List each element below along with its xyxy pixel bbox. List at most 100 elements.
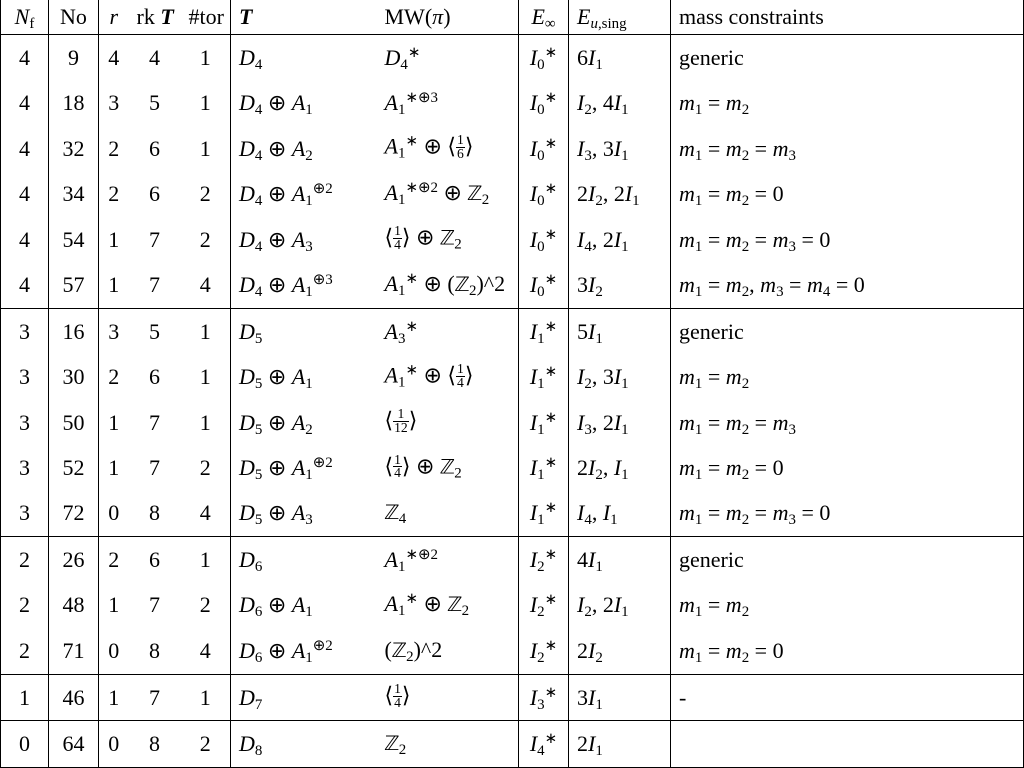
cell-No: 34 (49, 171, 99, 216)
cell-rkT: 4 (129, 35, 181, 81)
table-row: 064082D8ℤ2I4∗2I1 (1, 721, 1024, 768)
cell-No: 72 (49, 491, 99, 537)
cell-r: 1 (99, 400, 129, 445)
cell-T: D4 ⊕ A1⊕2 (231, 171, 377, 216)
cell-Einf: I2∗ (519, 583, 569, 628)
cell-r: 3 (99, 308, 129, 354)
cell-r: 1 (99, 583, 129, 628)
cell-Einf: I1∗ (519, 491, 569, 537)
cell-MW: A1∗ ⊕ (ℤ2)^2 (377, 262, 519, 308)
cell-No: 30 (49, 354, 99, 399)
cell-rkT: 8 (129, 491, 181, 537)
cell-MW: (ℤ2)^2 (377, 628, 519, 674)
cell-mass: - (671, 674, 1024, 721)
cell-MW: ⟨112⟩ (377, 400, 519, 445)
table-row: 226261D6A1∗⊕2I2∗4I1generic (1, 537, 1024, 583)
cell-rkT: 8 (129, 721, 181, 768)
cell-Nf: 4 (1, 126, 49, 171)
cell-ntor: 1 (181, 674, 231, 721)
cell-rkT: 7 (129, 400, 181, 445)
cell-Einf: I2∗ (519, 537, 569, 583)
cell-rkT: 6 (129, 171, 181, 216)
cell-Einf: I3∗ (519, 674, 569, 721)
cell-Einf: I2∗ (519, 628, 569, 674)
cell-MW: ⟨14⟩ ⊕ ℤ2 (377, 445, 519, 490)
table-row: 316351D5A3∗I1∗5I1generic (1, 308, 1024, 354)
cell-Einf: I0∗ (519, 126, 569, 171)
cell-Eusing: I3, 3I1 (569, 126, 671, 171)
cell-T: D5 ⊕ A2 (231, 400, 377, 445)
cell-ntor: 4 (181, 491, 231, 537)
col-rkT: rk T (137, 4, 174, 29)
col-T: T (239, 4, 252, 29)
col-No: No (60, 4, 87, 29)
cell-r: 1 (99, 262, 129, 308)
cell-r: 0 (99, 491, 129, 537)
table-row: 434262D4 ⊕ A1⊕2A1∗⊕2 ⊕ ℤ2I0∗2I2, 2I1m1 =… (1, 171, 1024, 216)
col-Nf: Nf (15, 4, 35, 29)
cell-Eusing: I2, 4I1 (569, 81, 671, 126)
cell-Eusing: 5I1 (569, 308, 671, 354)
cell-ntor: 4 (181, 628, 231, 674)
table-row: 457174D4 ⊕ A1⊕3A1∗ ⊕ (ℤ2)^2I0∗3I2m1 = m2… (1, 262, 1024, 308)
cell-Eusing: I3, 2I1 (569, 400, 671, 445)
cell-ntor: 2 (181, 217, 231, 262)
col-ntor: #tor (189, 4, 224, 29)
cell-rkT: 7 (129, 217, 181, 262)
cell-ntor: 2 (181, 445, 231, 490)
cell-T: D4 ⊕ A2 (231, 126, 377, 171)
cell-ntor: 1 (181, 308, 231, 354)
cell-Einf: I0∗ (519, 217, 569, 262)
cell-Eusing: I2, 3I1 (569, 354, 671, 399)
cell-Nf: 1 (1, 674, 49, 721)
cell-rkT: 5 (129, 308, 181, 354)
cell-Einf: I1∗ (519, 400, 569, 445)
cell-Eusing: 4I1 (569, 537, 671, 583)
cell-ntor: 1 (181, 400, 231, 445)
cell-mass: m1 = m2 (671, 81, 1024, 126)
cell-ntor: 1 (181, 354, 231, 399)
table-row: 330261D5 ⊕ A1A1∗ ⊕ ⟨14⟩I1∗I2, 3I1m1 = m2 (1, 354, 1024, 399)
cell-Einf: I0∗ (519, 35, 569, 81)
cell-Eusing: 2I2 (569, 628, 671, 674)
cell-T: D6 ⊕ A1⊕2 (231, 628, 377, 674)
cell-Einf: I4∗ (519, 721, 569, 768)
cell-rkT: 6 (129, 354, 181, 399)
cell-rkT: 7 (129, 674, 181, 721)
cell-No: 50 (49, 400, 99, 445)
cell-mass: m1 = m2 (671, 354, 1024, 399)
cell-Nf: 4 (1, 262, 49, 308)
cell-rkT: 6 (129, 537, 181, 583)
cell-T: D6 (231, 537, 377, 583)
cell-Nf: 4 (1, 35, 49, 81)
cell-No: 18 (49, 81, 99, 126)
cell-MW: A1∗⊕2 ⊕ ℤ2 (377, 171, 519, 216)
cell-T: D6 ⊕ A1 (231, 583, 377, 628)
cell-r: 2 (99, 537, 129, 583)
cell-Eusing: I4, 2I1 (569, 217, 671, 262)
cell-No: 46 (49, 674, 99, 721)
cell-r: 2 (99, 171, 129, 216)
col-r: r (109, 4, 118, 29)
cell-No: 54 (49, 217, 99, 262)
cell-MW: A1∗ ⊕ ⟨16⟩ (377, 126, 519, 171)
cell-No: 64 (49, 721, 99, 768)
cell-r: 4 (99, 35, 129, 81)
table-row: 146171D7⟨14⟩I3∗3I1- (1, 674, 1024, 721)
cell-ntor: 1 (181, 81, 231, 126)
cell-Nf: 2 (1, 628, 49, 674)
cell-Nf: 3 (1, 400, 49, 445)
col-MW: MW(π) (385, 4, 451, 29)
cell-T: D5 ⊕ A1 (231, 354, 377, 399)
cell-No: 57 (49, 262, 99, 308)
cell-No: 71 (49, 628, 99, 674)
cell-Einf: I0∗ (519, 262, 569, 308)
cell-Nf: 0 (1, 721, 49, 768)
cell-mass: m1 = m2 = 0 (671, 445, 1024, 490)
lattice-table: Nf No r rk T #tor T MW(π) E∞ Eu,sing mas… (0, 0, 1024, 768)
cell-Nf: 4 (1, 81, 49, 126)
cell-mass: m1 = m2 = 0 (671, 628, 1024, 674)
cell-r: 1 (99, 674, 129, 721)
cell-rkT: 6 (129, 126, 181, 171)
cell-r: 2 (99, 354, 129, 399)
